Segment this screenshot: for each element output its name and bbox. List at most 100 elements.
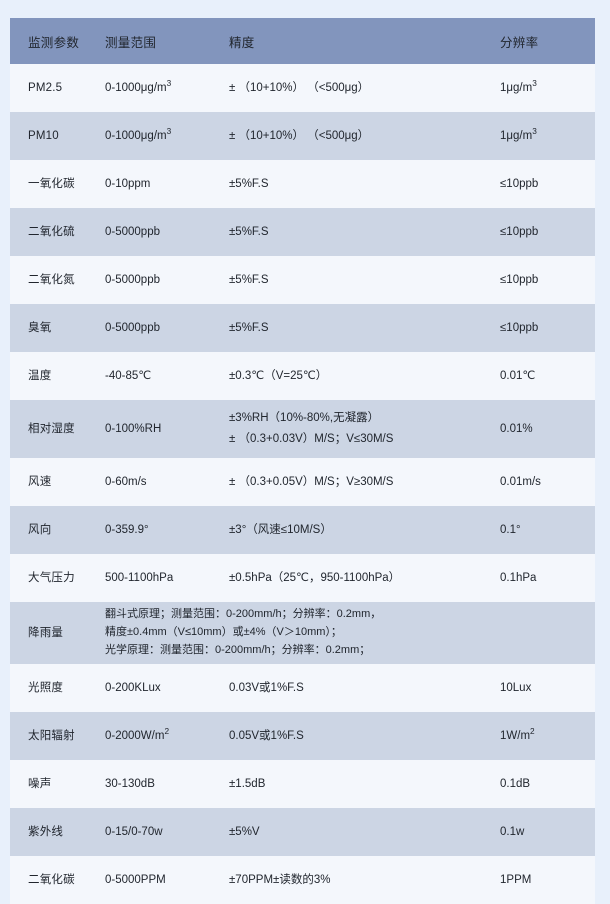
cell-parameter: 相对湿度: [10, 400, 89, 458]
table-row: 风速 0-60m/s ± （0.3+0.05V）M/S；V≥30M/S 0.01m/s: [10, 458, 595, 506]
cell-measurement-range: 30-130dB: [89, 760, 211, 808]
table-row: 大气压力 500-1100hPa ±0.5hPa（25℃，950-1100hPa） 0…: [10, 554, 595, 602]
cell-resolution: ≤10ppb: [483, 208, 595, 256]
parameter-label: 二氧化碳: [28, 873, 75, 886]
cell-measurement-range: 0-200KLux: [89, 664, 211, 712]
column-header-accuracy: 精度: [211, 18, 483, 64]
cell-parameter: 噪声: [10, 760, 89, 808]
cell-measurement-range: 0-60m/s: [89, 458, 211, 506]
cell-parameter: PM2.5: [10, 64, 89, 112]
accuracy-value: ±0.3℃（V=25℃）: [211, 368, 483, 385]
table-row: PM2.5 0-1000μg/m3 ± （10+10%） （<500μg） 1μg/m…: [10, 64, 595, 112]
parameter-label: 二氧化氮: [28, 273, 75, 286]
measurement-range-value: -40-85℃: [105, 369, 152, 382]
accuracy-value: ±0.5hPa（25℃，950-1100hPa）: [211, 570, 483, 587]
cell-measurement-range: 0-1000μg/m3: [89, 112, 211, 160]
cell-resolution: 0.01m/s: [483, 458, 595, 506]
cell-accuracy: ± （0.3+0.05V）M/S；V≥30M/S: [211, 458, 483, 506]
table-row: PM10 0-1000μg/m3 ± （10+10%） （<500μg） 1μg/m3: [10, 112, 595, 160]
cell-measurement-range: 0-359.9°: [89, 506, 211, 554]
cell-measurement-range: 0-5000ppb: [89, 256, 211, 304]
measurement-range-value: 0-60m/s: [105, 475, 147, 488]
cell-resolution: ≤10ppb: [483, 160, 595, 208]
accuracy-line: ±5%F.S: [229, 177, 269, 190]
cell-resolution: 0.1hPa: [483, 554, 595, 602]
cell-measurement-range: 0-10ppm: [89, 160, 211, 208]
measurement-range-value: 0-5000ppb: [105, 273, 160, 286]
accuracy-value: ±3°（风速≤10M/S）: [211, 522, 483, 539]
table-header-row: 监测参数 测量范围 精度 分辨率: [10, 18, 595, 64]
cell-accuracy: 0.03V或1%F.S: [211, 664, 483, 712]
accuracy-line: ± （0.3+0.05V）M/S；V≥30M/S: [229, 475, 394, 488]
accuracy-line: ±0.5hPa（25℃，950-1100hPa）: [229, 571, 401, 584]
cell-parameter: 降雨量: [10, 602, 89, 664]
measurement-range-value: 0-15/0-70w: [105, 825, 163, 838]
table-row: 太阳辐射 0-2000W/m2 0.05V或1%F.S 1W/m2: [10, 712, 595, 760]
resolution-value: 0.1°: [500, 523, 521, 536]
resolution-value: 1PPM: [500, 873, 532, 886]
accuracy-line: ±5%F.S: [229, 321, 269, 334]
accuracy-line: 0.03V或1%F.S: [229, 681, 304, 694]
accuracy-line: ±5%F.S: [229, 273, 269, 286]
accuracy-line: ±5%F.S: [229, 225, 269, 238]
accuracy-value: ±5%F.S: [211, 272, 483, 289]
cell-accuracy: ± （10+10%） （<500μg）: [211, 64, 483, 112]
table-header: 监测参数 测量范围 精度 分辨率: [10, 18, 595, 64]
resolution-value: 0.1hPa: [500, 571, 537, 584]
cell-parameter: 紫外线: [10, 808, 89, 856]
table-row: 二氧化氮 0-5000ppb ±5%F.S ≤10ppb: [10, 256, 595, 304]
cell-resolution: 1PPM: [483, 856, 595, 904]
cell-parameter: 臭氧: [10, 304, 89, 352]
resolution-value: 0.01℃: [500, 369, 536, 382]
accuracy-value: ± （10+10%） （<500μg）: [211, 80, 483, 97]
cell-parameter: PM10: [10, 112, 89, 160]
cell-resolution: ≤10ppb: [483, 304, 595, 352]
cell-parameter: 太阳辐射: [10, 712, 89, 760]
cell-measurement-range: -40-85℃: [89, 352, 211, 400]
column-header-resolution-label: 分辨率: [500, 35, 539, 50]
cell-measurement-range: 0-5000PPM: [89, 856, 211, 904]
parameter-label: 光照度: [28, 681, 64, 694]
column-header-range: 测量范围: [89, 18, 211, 64]
accuracy-line: ± （10+10%） （<500μg）: [229, 81, 370, 94]
cell-accuracy: ±3°（风速≤10M/S）: [211, 506, 483, 554]
parameter-label: 风速: [28, 475, 52, 488]
table-row: 二氧化碳 0-5000PPM ±70PPM±读数的3% 1PPM: [10, 856, 595, 904]
parameter-label: PM2.5: [28, 81, 63, 94]
table-row: 相对湿度 0-100%RH ±3%RH（10%-80%,无凝露） ± （0.3+0.0…: [10, 400, 595, 458]
resolution-value: 0.1dB: [500, 777, 531, 790]
accuracy-value: ±5%F.S: [211, 224, 483, 241]
cell-parameter: 二氧化氮: [10, 256, 89, 304]
cell-resolution: 0.1w: [483, 808, 595, 856]
cell-resolution: 0.01%: [483, 400, 595, 458]
resolution-value: ≤10ppb: [500, 225, 539, 238]
specification-detail-line: 翻斗式原理；测量范围：0-200mm/h；分辨率：0.2mm，: [105, 608, 382, 621]
measurement-range-value: 0-5000ppb: [105, 225, 160, 238]
resolution-value: 0.1w: [500, 825, 525, 838]
parameter-label: 二氧化硫: [28, 225, 75, 238]
table-row: 一氧化碳 0-10ppm ±5%F.S ≤10ppb: [10, 160, 595, 208]
cell-measurement-range: 0-5000ppb: [89, 208, 211, 256]
measurement-range-value: 0-1000μg/m3: [105, 78, 172, 94]
cell-accuracy: ±1.5dB: [211, 760, 483, 808]
table-row: 光照度 0-200KLux 0.03V或1%F.S 10Lux: [10, 664, 595, 712]
cell-accuracy: ±3%RH（10%-80%,无凝露） ± （0.3+0.03V）M/S；V≤30M…: [211, 400, 483, 458]
column-header-accuracy-label: 精度: [229, 35, 255, 50]
cell-accuracy: ±5%F.S: [211, 256, 483, 304]
cell-parameter: 一氧化碳: [10, 160, 89, 208]
parameter-label: 风向: [28, 523, 52, 536]
cell-resolution: 1μg/m3: [483, 112, 595, 160]
cell-accuracy: ±70PPM±读数的3%: [211, 856, 483, 904]
accuracy-value: ± （10+10%） （<500μg）: [211, 128, 483, 145]
parameter-label: 紫外线: [28, 825, 64, 838]
table-body: PM2.5 0-1000μg/m3 ± （10+10%） （<500μg） 1μg/m…: [10, 64, 595, 904]
cell-accuracy: ±5%F.S: [211, 160, 483, 208]
accuracy-value: 0.05V或1%F.S: [211, 728, 483, 745]
cell-parameter: 大气压力: [10, 554, 89, 602]
cell-resolution: 0.1dB: [483, 760, 595, 808]
resolution-value: 10Lux: [500, 681, 532, 694]
cell-accuracy: ±5%V: [211, 808, 483, 856]
cell-accuracy: ±5%F.S: [211, 208, 483, 256]
cell-resolution: ≤10ppb: [483, 256, 595, 304]
measurement-range-value: 0-100%RH: [105, 422, 162, 435]
